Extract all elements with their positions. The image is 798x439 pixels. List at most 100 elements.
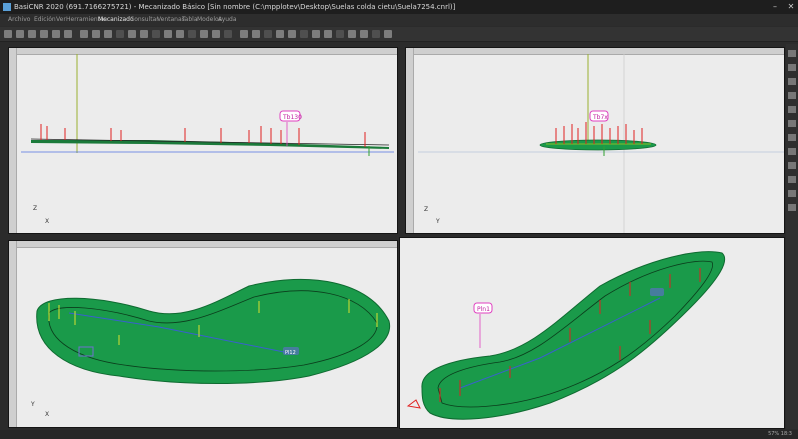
menu-archivo[interactable]: Archivo [8,16,31,23]
marker-label-box [589,110,609,122]
ruler-left [9,241,17,427]
scale-icon[interactable] [200,30,208,38]
top-view-canvas: Pl12 [36,278,391,384]
marker-label-box [279,110,301,122]
new-icon[interactable] [4,30,12,38]
tool-path [459,297,661,389]
layers-icon[interactable] [264,30,272,38]
path-icon[interactable] [324,30,332,38]
tool-path [68,312,290,354]
side-tool-icon[interactable] [788,162,796,169]
red-tick-group [48,299,378,345]
menu-consultar[interactable]: Consultar [130,16,159,23]
delete-icon[interactable] [152,30,160,38]
menu-tabla[interactable]: Tabla [182,16,198,23]
settings-icon[interactable] [360,30,368,38]
side-tool-icon[interactable] [788,134,796,141]
close-button[interactable]: ✕ [787,2,795,11]
pocket-box [78,346,94,357]
print-icon[interactable] [52,30,60,38]
mirror-icon[interactable] [212,30,220,38]
side-tool-icon[interactable] [788,120,796,127]
fit-icon[interactable] [252,30,260,38]
open-icon[interactable] [16,30,24,38]
axis-label-vertical: Z [424,206,429,213]
save-as-icon[interactable] [40,30,48,38]
axis-label-vertical: Z [33,205,38,212]
axis-label-horizontal: X [45,218,50,225]
marker-label: Tb7x [592,114,608,121]
axis-label-horizontal: Y [436,218,440,225]
menu-bar: Archivo Edición Ver Herramientas Mecaniz… [0,14,798,26]
menu-modelos[interactable]: Modelos [197,16,222,23]
zoom-icon[interactable] [224,30,232,38]
viewport-front[interactable]: Tb130 Z X [8,47,398,234]
right-tool-strip [786,44,798,429]
iso-view-canvas: Pln1 [406,251,726,420]
toolbar [0,27,798,42]
pocket-box-2 [283,347,299,355]
redo-icon[interactable] [104,30,112,38]
sole-profile [31,140,389,149]
import-icon[interactable] [64,30,72,38]
simulate-icon[interactable] [336,30,344,38]
sole-side-profile [539,139,657,151]
snap-icon[interactable] [288,30,296,38]
save-icon[interactable] [28,30,36,38]
menu-herramientas[interactable]: Herramientas [66,16,107,23]
pocket-box [650,288,664,296]
minimize-button[interactable]: – [773,2,777,11]
side-view-canvas: Tb7x [418,54,784,233]
pan-icon[interactable] [240,30,248,38]
select-icon[interactable] [164,30,172,38]
side-tool-icon[interactable] [788,78,796,85]
status-right: 57% 18:3 [768,431,792,437]
undo-icon[interactable] [92,30,100,38]
cut-icon[interactable] [116,30,124,38]
viewport-side[interactable]: Tb7x Z Y [405,47,785,234]
ruler-left [9,48,17,233]
menu-ver[interactable]: Ver [56,16,66,23]
post-icon[interactable] [348,30,356,38]
move-icon[interactable] [176,30,184,38]
sole-3d [421,251,726,420]
ruler-left [406,48,414,233]
sole-3d-contour [437,260,714,408]
rotate-icon[interactable] [188,30,196,38]
menu-mecanizado[interactable]: Mecanizado [98,16,134,23]
sole-outline [36,278,391,384]
status-bar: 57% 18:3 [0,430,798,439]
side-tool-icon[interactable] [788,204,796,211]
app-icon [3,3,11,11]
viewport-isometric[interactable]: Pln1 [399,237,785,429]
menu-edicion[interactable]: Edición [34,16,56,23]
menu-ayuda[interactable]: Ayuda [218,16,237,23]
red-tick-group [40,124,366,147]
side-tool-icon[interactable] [788,92,796,99]
side-tool-icon[interactable] [788,106,796,113]
side-tool-icon[interactable] [788,176,796,183]
title-bar: BasiCNR 2020 (691.7166275721) - Mecaniza… [0,0,798,14]
sole-edge [30,138,390,146]
view-top-icon[interactable] [372,30,380,38]
side-tool-icon[interactable] [788,190,796,197]
marker-label-box [473,302,493,314]
side-tool-icon[interactable] [788,64,796,71]
ruler-top [406,48,784,55]
front-view-canvas: Tb130 [21,54,394,156]
marker-label: Pln1 [477,306,490,313]
viewport-top[interactable]: Pl12 Y X [8,240,398,428]
tool-icon[interactable] [312,30,320,38]
marker-label: Pl12 [285,350,296,356]
side-tool-icon[interactable] [788,50,796,57]
ruler-top [9,48,397,55]
measure-icon[interactable] [300,30,308,38]
copy-icon[interactable] [128,30,136,38]
view-side-icon[interactable] [384,30,392,38]
ruler-top [9,241,397,248]
grid-icon[interactable] [276,30,284,38]
side-tool-icon[interactable] [788,148,796,155]
menu-ventanas[interactable]: Ventanas [157,16,185,23]
paste-icon[interactable] [140,30,148,38]
export-icon[interactable] [80,30,88,38]
